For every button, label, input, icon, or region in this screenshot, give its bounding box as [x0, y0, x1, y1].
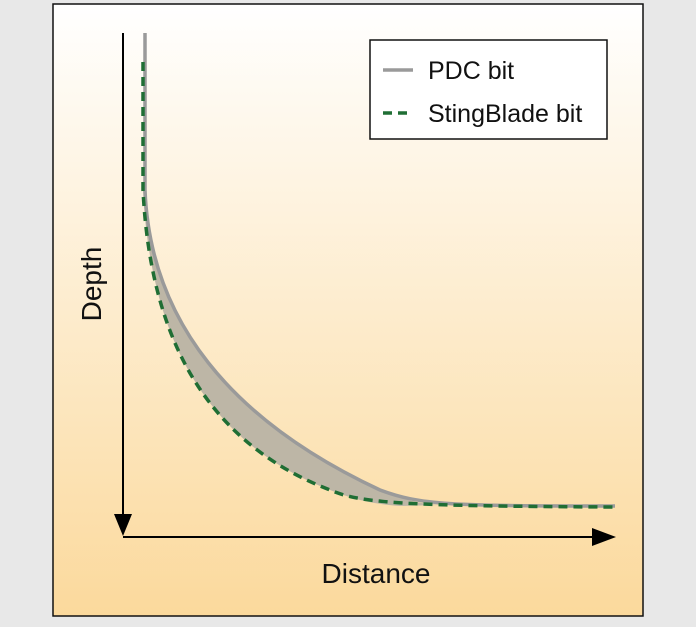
- stingblade-curve: [141, 62, 616, 509]
- difference-area: [143, 190, 440, 506]
- y-arrow: [114, 514, 132, 536]
- legend-label: StingBlade bit: [428, 100, 582, 128]
- x-axis-label: Distance: [322, 558, 431, 589]
- y-axis-label: Depth: [76, 247, 107, 322]
- x-arrow: [592, 528, 616, 546]
- legend: [369, 39, 608, 140]
- legend-label: PDC bit: [428, 57, 514, 85]
- pdc-curve: [143, 33, 616, 508]
